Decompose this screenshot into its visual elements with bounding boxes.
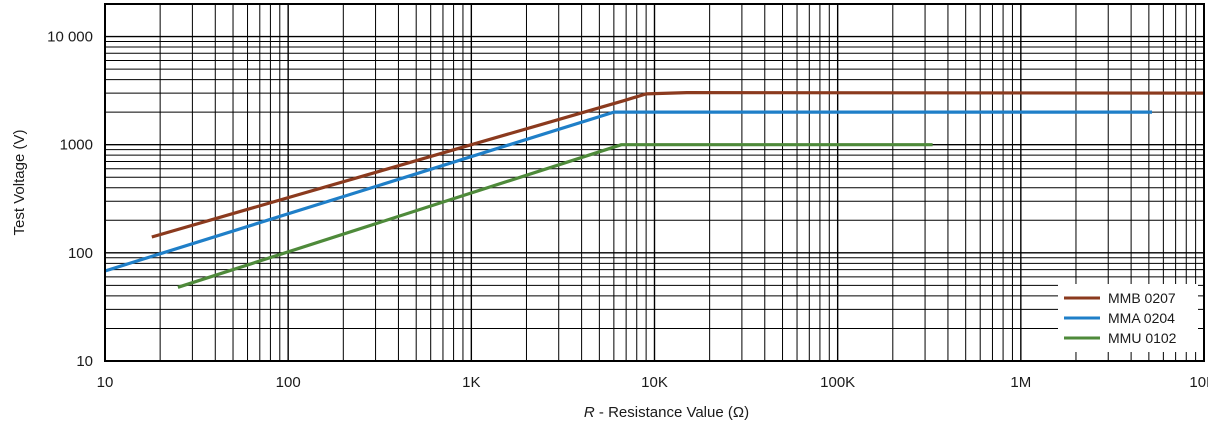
- x-axis-title: R - Resistance Value (Ω): [584, 404, 749, 421]
- x-tick-label: 100: [276, 374, 301, 391]
- x-axis-title-italic: R: [584, 404, 595, 421]
- grid: [105, 3, 1204, 361]
- x-tick-label: 100K: [820, 374, 855, 391]
- legend-label-0: MMB 0207: [1108, 290, 1176, 306]
- plot-frame: [104, 3, 1205, 362]
- x-tick-labels: 10 100 1K 10K 100K 1M 10M: [97, 374, 1208, 391]
- series-line-1: [104, 110, 1152, 273]
- x-tick-label: 1K: [462, 374, 480, 391]
- x-tick-label: 10K: [641, 374, 668, 391]
- series-lines: [104, 91, 1205, 289]
- y-tick-label: 10: [76, 353, 93, 370]
- x-tick-label: 10: [97, 374, 114, 391]
- y-tick-labels: 10 100 1000 10 000: [47, 29, 93, 370]
- y-tick-label: 100: [68, 245, 93, 262]
- x-axis-title-rest: - Resistance Value (Ω): [595, 404, 749, 421]
- legend: MMB 0207 MMA 0204 MMU 0102: [1058, 284, 1198, 352]
- legend-label-2: MMU 0102: [1108, 330, 1177, 346]
- y-tick-label: 10 000: [47, 29, 93, 46]
- legend-label-1: MMA 0204: [1108, 310, 1175, 326]
- series-line-2: [177, 143, 933, 289]
- series-line-0: [151, 91, 1205, 239]
- x-tick-label: 1M: [1010, 374, 1031, 391]
- y-tick-label: 1000: [60, 137, 93, 154]
- x-tick-label: 10M: [1189, 374, 1208, 391]
- y-axis-title: Test Voltage (V): [11, 130, 28, 236]
